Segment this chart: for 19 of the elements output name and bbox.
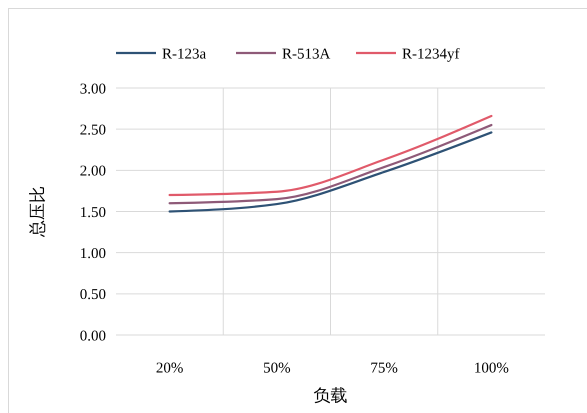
line-series xyxy=(168,131,492,213)
y-tick-label: 1.00 xyxy=(80,246,106,262)
y-tick-label: 2.00 xyxy=(80,164,106,180)
line-series xyxy=(168,114,492,196)
x-axis-title: 负载 xyxy=(314,386,348,405)
y-tick-label: 2.50 xyxy=(80,122,106,138)
y-tick-label: 0.50 xyxy=(80,287,106,304)
x-tick-label: 20% xyxy=(156,360,184,376)
line-series xyxy=(168,124,492,204)
y-tick-label: 0.00 xyxy=(80,328,106,344)
legend-label: R-513A xyxy=(282,46,330,62)
x-tick-label: 50% xyxy=(263,360,291,376)
legend-label: R-1234yf xyxy=(402,46,460,62)
y-axis-title: 总压比 xyxy=(28,186,47,238)
y-tick-label: 3.00 xyxy=(80,81,106,98)
x-tick-label: 75% xyxy=(370,360,398,376)
x-tick-label: 100% xyxy=(474,360,509,376)
y-tick-label: 1.50 xyxy=(80,204,106,221)
legend-label: R-123a xyxy=(162,46,206,62)
